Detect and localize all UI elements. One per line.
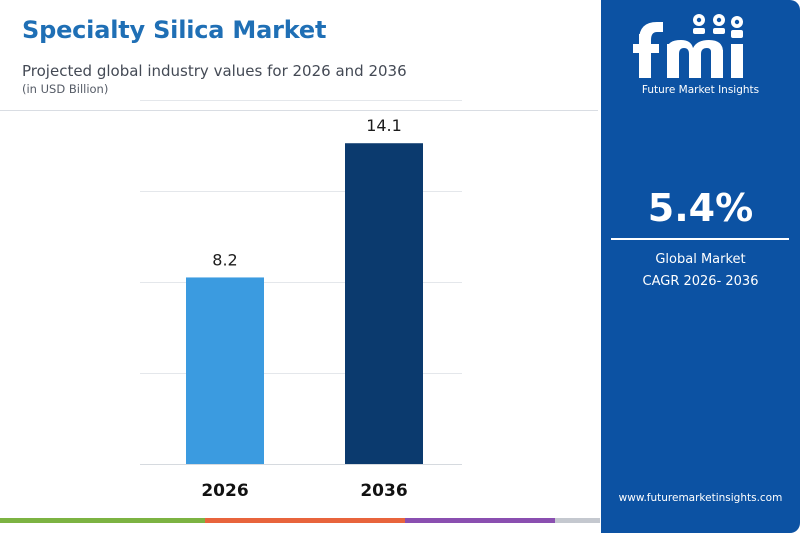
header-divider (0, 110, 598, 111)
cagr-divider (611, 238, 789, 240)
bar-chart: 8.2 2026 14.1 2036 (140, 100, 462, 501)
data-label-2026: 8.2 (212, 250, 237, 269)
data-label-2036: 14.1 (366, 116, 402, 135)
x-tick-label-2036: 2036 (360, 481, 407, 501)
cagr-value: 5.4% (647, 186, 754, 230)
sidebar-panel: Future Market Insights 5.4% Global Marke… (601, 0, 800, 533)
unit-label: (in USD Billion) (22, 82, 109, 96)
stripe-segment-purple (405, 518, 555, 523)
bar-2036 (345, 143, 423, 464)
stripe-segment-gray (555, 518, 600, 523)
x-tick-label-2026: 2026 (201, 481, 248, 501)
fmi-logo-icon (633, 14, 743, 78)
stripe-segment-orange (205, 518, 405, 523)
stripe-segment-green (0, 518, 205, 523)
page-title: Specialty Silica Market (22, 16, 327, 44)
website-link[interactable]: www.futuremarketinsights.com (618, 492, 783, 504)
chart-panel: Specialty Silica Market Projected global… (0, 16, 600, 523)
brand-name: Future Market Insights (641, 84, 760, 96)
cagr-label-line1: Global Market (655, 252, 746, 267)
bar-2026 (186, 277, 264, 464)
bottom-color-stripe (0, 518, 600, 523)
cagr-label-line2: CAGR 2026- 2036 (642, 274, 759, 289)
page-subtitle: Projected global industry values for 202… (22, 62, 407, 80)
